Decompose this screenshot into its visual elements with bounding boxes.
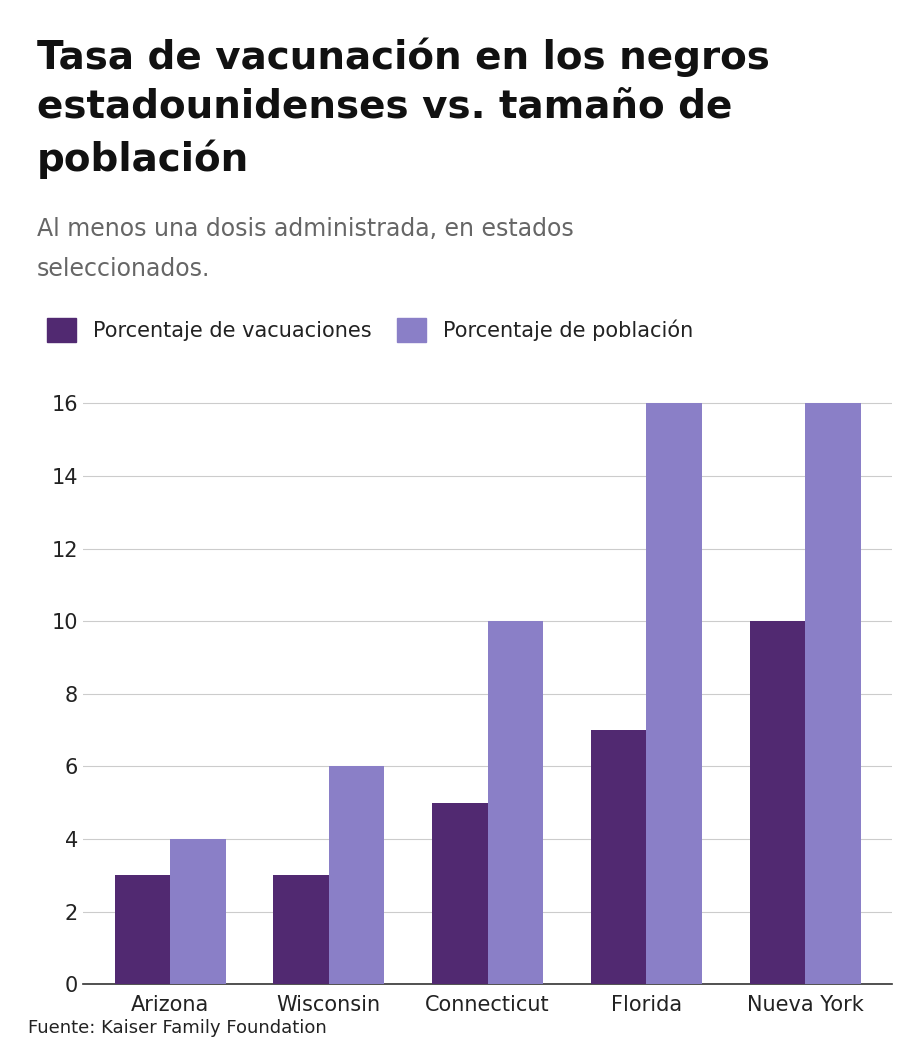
- Bar: [432, 802, 487, 984]
- Bar: [749, 621, 804, 984]
- Text: BBC: BBC: [818, 1018, 862, 1037]
- Bar: [590, 730, 646, 984]
- Bar: [273, 876, 328, 984]
- Bar: [804, 403, 859, 984]
- Bar: [487, 621, 542, 984]
- Text: Al menos una dosis administrada, en estados: Al menos una dosis administrada, en esta…: [37, 217, 573, 242]
- Text: seleccionados.: seleccionados.: [37, 257, 210, 282]
- Legend: Porcentaje de vacuaciones, Porcentaje de población: Porcentaje de vacuaciones, Porcentaje de…: [47, 318, 692, 342]
- Bar: [646, 403, 701, 984]
- Bar: [115, 876, 170, 984]
- Text: estadounidenses vs. tamaño de: estadounidenses vs. tamaño de: [37, 88, 732, 127]
- Text: Tasa de vacunación en los negros: Tasa de vacunación en los negros: [37, 37, 769, 77]
- Bar: [328, 766, 384, 984]
- Bar: [170, 839, 225, 984]
- Text: población: población: [37, 139, 249, 179]
- Text: Fuente: Kaiser Family Foundation: Fuente: Kaiser Family Foundation: [28, 1019, 326, 1036]
